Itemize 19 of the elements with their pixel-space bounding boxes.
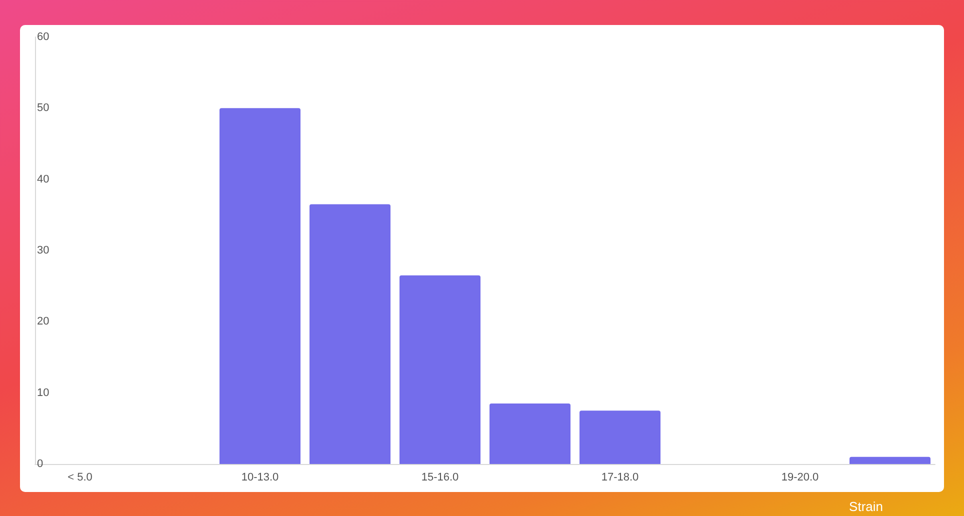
y-tick-label: 0 [37,458,44,470]
y-tick-label: 60 [37,31,50,43]
x-tick-label: < 5.0 [68,472,92,484]
y-tick-label: 20 [37,316,50,328]
y-tick-label: 50 [37,102,50,114]
bar [310,204,390,464]
y-tick-label: 10 [37,386,50,399]
y-tick-label: 40 [37,173,50,186]
x-axis-title: Strain [849,499,883,514]
bar [580,410,660,464]
x-tick-label: 19-20.0 [781,472,819,484]
bar [400,275,480,464]
x-tick-label: 15-16.0 [421,472,459,484]
bar [850,456,930,464]
bar [490,404,570,464]
y-tick-label: 30 [37,244,50,256]
x-tick-label: 17-18.0 [601,472,639,484]
bar [220,108,300,464]
x-tick-label: 10-13.0 [241,472,279,484]
